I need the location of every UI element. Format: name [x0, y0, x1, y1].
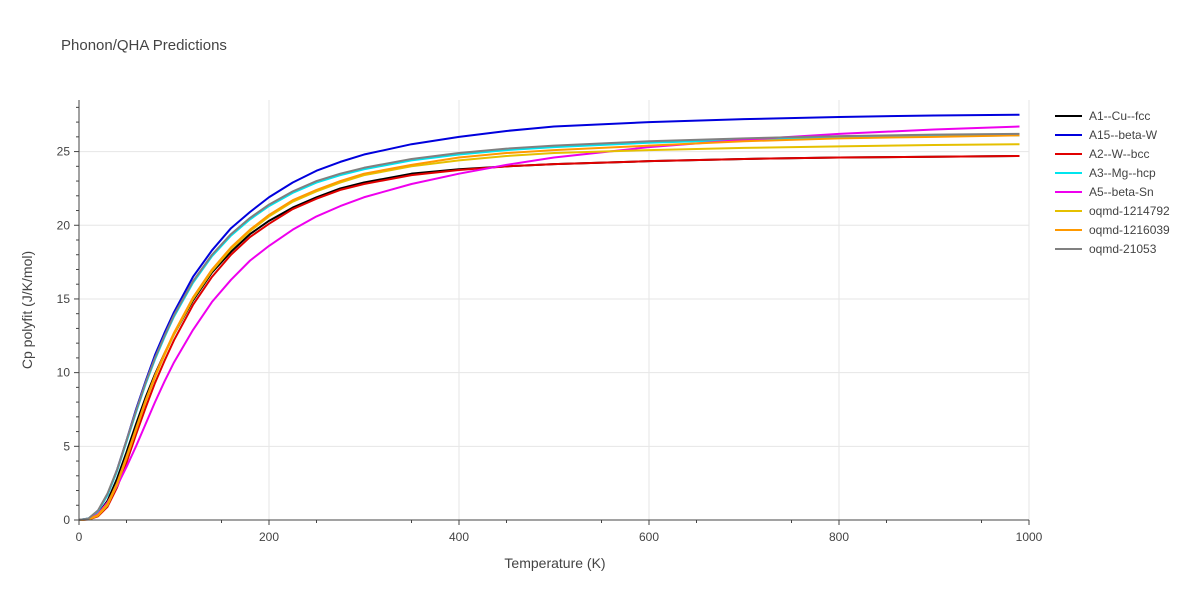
x-axis-title: Temperature (K) — [504, 555, 605, 571]
series-line-A1--Cu--fcc[interactable] — [78, 155, 1020, 521]
series-line-oqmd-21053[interactable] — [78, 132, 1020, 521]
gridlines — [79, 100, 1030, 520]
legend-label: oqmd-21053 — [1089, 242, 1157, 256]
legend-label: A15--beta-W — [1089, 128, 1158, 142]
series-line-oqmd-1216039[interactable] — [78, 134, 1020, 521]
x-tick-label: 1000 — [1016, 530, 1043, 544]
legend-item[interactable]: A15--beta-W — [1055, 128, 1158, 142]
legend-label: oqmd-1216039 — [1089, 223, 1170, 237]
chart-title: Phonon/QHA Predictions — [61, 37, 227, 54]
series-line-A5--beta-Sn[interactable] — [78, 125, 1020, 521]
legend[interactable]: A1--Cu--fcc A15--beta-W A2--W--bcc A3--Mg--… — [1055, 109, 1170, 256]
x-tick-label: 800 — [829, 530, 849, 544]
legend-item[interactable]: oqmd-1214792 — [1055, 204, 1170, 218]
series-line-oqmd-1214792[interactable] — [78, 143, 1020, 521]
y-tick-label: 25 — [57, 145, 71, 159]
y-tick-label: 15 — [57, 292, 71, 306]
x-tick-label: 200 — [259, 530, 279, 544]
legend-label: A5--beta-Sn — [1089, 185, 1154, 199]
legend-label: A2--W--bcc — [1089, 147, 1149, 161]
series-line-A3--Mg--hcp[interactable] — [78, 134, 1020, 521]
legend-item[interactable]: A2--W--bcc — [1055, 147, 1149, 161]
legend-item[interactable]: oqmd-21053 — [1055, 242, 1157, 256]
y-tick-label: 0 — [63, 513, 70, 527]
y-tick-label: 10 — [57, 366, 71, 380]
y-tick-label: 5 — [63, 439, 70, 453]
legend-label: A1--Cu--fcc — [1089, 109, 1150, 123]
y-axis-title: Cp polyfit (J/K/mol) — [19, 251, 35, 369]
legend-label: oqmd-1214792 — [1089, 204, 1170, 218]
legend-label: A3--Mg--hcp — [1089, 166, 1156, 180]
y-tick-label: 20 — [57, 218, 71, 232]
x-tick-label: 400 — [449, 530, 469, 544]
legend-item[interactable]: A3--Mg--hcp — [1055, 166, 1156, 180]
legend-item[interactable]: oqmd-1216039 — [1055, 223, 1170, 237]
legend-item[interactable]: A5--beta-Sn — [1055, 185, 1154, 199]
legend-item[interactable]: A1--Cu--fcc — [1055, 109, 1150, 123]
series-line-A15--beta-W[interactable] — [78, 113, 1020, 521]
axes: 0 200 400 600 800 1000 0 5 10 15 20 25 — [57, 100, 1043, 544]
plot-area[interactable] — [78, 113, 1020, 521]
series-line-A2--W--bcc[interactable] — [78, 155, 1020, 521]
x-tick-label: 0 — [76, 530, 83, 544]
x-tick-label: 600 — [639, 530, 659, 544]
